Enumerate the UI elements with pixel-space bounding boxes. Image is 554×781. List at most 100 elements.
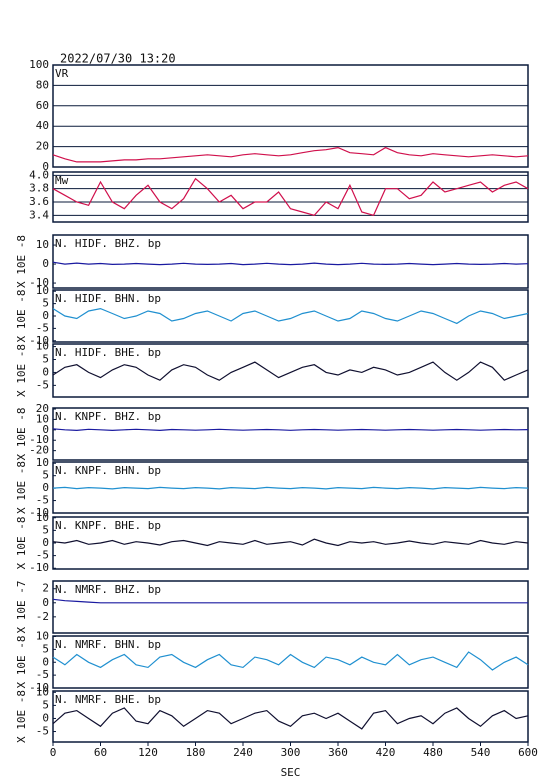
x-tick-label: 360 [328, 746, 348, 759]
y-tick-label: 0 [42, 365, 49, 378]
timestamp: 2022/07/30 13:20 [60, 52, 176, 66]
waveform [52, 261, 529, 266]
waveform [52, 486, 529, 490]
x-tick-label: 420 [376, 746, 396, 759]
y-axis-label: X 10E -8 [15, 408, 28, 461]
y-tick-label: 10 [36, 238, 49, 251]
x-tick-label: 600 [518, 746, 538, 759]
panel-label: N. KNPF. BHN. bp [55, 464, 161, 477]
y-tick-label: -2 [36, 610, 49, 623]
y-tick-label: 5 [42, 642, 49, 655]
y-tick-label: 60 [36, 99, 49, 112]
x-axis-label: SEC [281, 766, 301, 779]
y-axis-label: X 10E -8 [15, 290, 28, 343]
y-tick-label: 2 [42, 582, 49, 595]
y-axis-label: X 10E -8 [15, 344, 28, 397]
x-tick-label: 480 [423, 746, 443, 759]
y-axis-label: X 10E -8 [15, 517, 28, 570]
panel-label: Mw [55, 174, 69, 187]
y-axis-label: X 10E -7 [15, 581, 28, 634]
y-tick-label: 5 [42, 297, 49, 310]
waveform [52, 707, 529, 730]
y-tick-label: 10 [36, 456, 49, 469]
y-tick-label: 20 [36, 402, 49, 415]
x-tick-label: 540 [471, 746, 491, 759]
waveform [52, 428, 529, 432]
y-tick-label: 0 [42, 536, 49, 549]
waveform [52, 177, 529, 217]
y-tick-label: 3.8 [29, 182, 49, 195]
y-tick-label: 10 [36, 412, 49, 425]
y-tick-label: -5 [36, 321, 49, 334]
waveform [52, 307, 529, 325]
x-tick-label: 240 [233, 746, 253, 759]
y-tick-label: 0 [42, 655, 49, 668]
x-tick-label: 120 [138, 746, 158, 759]
panel-label: N. KNPF. BHE. bp [55, 519, 161, 532]
y-tick-label: -20 [29, 444, 49, 457]
y-tick-label: 4.0 [29, 168, 49, 181]
waveform [52, 598, 528, 604]
y-tick-label: 20 [36, 140, 49, 153]
y-tick-label: 10 [36, 284, 49, 297]
y-tick-label: -10 [29, 334, 49, 347]
y-tick-label: 3.6 [29, 195, 49, 208]
x-tick-label: 60 [94, 746, 107, 759]
panel-label: N. HIDF. BHZ. bp [55, 237, 161, 250]
panel-label: N. KNPF. BHZ. bp [55, 410, 161, 423]
panel-label: N. HIDF. BHE. bp [55, 346, 161, 359]
y-tick-label: 0 [42, 423, 49, 436]
waveform [52, 538, 529, 547]
panel-frame [52, 234, 529, 289]
y-tick-label: 10 [36, 630, 49, 643]
panel-label: N. HIDF. BHN. bp [55, 292, 161, 305]
y-tick-label: 10 [36, 340, 49, 353]
y-tick-label: -5 [36, 378, 49, 391]
y-tick-label: 5 [42, 353, 49, 366]
y-tick-label: 0 [42, 711, 49, 724]
y-tick-label: -5 [36, 494, 49, 507]
panel-frame [52, 407, 529, 461]
panel-label: N. NMRF. BHE. bp [55, 693, 161, 706]
y-axis-label: X 10E -8 [15, 461, 28, 514]
y-tick-label: 5 [42, 469, 49, 482]
y-tick-label: -5 [36, 668, 49, 681]
y-axis-label: X 10E -8 [15, 636, 28, 689]
y-tick-label: -10 [29, 433, 49, 446]
y-tick-label: 0 [42, 596, 49, 609]
y-tick-label: -10 [29, 506, 49, 519]
panel-label: N. NMRF. BHZ. bp [55, 583, 161, 596]
y-tick-label: 100 [29, 58, 49, 71]
panel-frame [52, 64, 529, 168]
y-axis-label: X 10E -8 [15, 690, 28, 743]
x-tick-label: 300 [281, 746, 301, 759]
waveform [52, 361, 529, 381]
y-tick-label: 3.4 [29, 208, 49, 221]
y-tick-label: 10 [36, 685, 49, 698]
y-tick-label: 0 [42, 309, 49, 322]
panel-frame [52, 580, 529, 634]
y-tick-label: -5 [36, 725, 49, 738]
y-tick-label: 40 [36, 119, 49, 132]
y-tick-label: 5 [42, 523, 49, 536]
y-tick-label: 80 [36, 78, 49, 91]
y-axis-label: X 10E -8 [15, 235, 28, 288]
y-tick-label: -5 [36, 549, 49, 562]
x-tick-label: 0 [50, 746, 57, 759]
x-tick-label: 180 [186, 746, 206, 759]
y-tick-label: 0 [42, 481, 49, 494]
y-tick-label: -10 [29, 276, 49, 289]
y-tick-label: 0 [42, 257, 49, 270]
panel-frame [52, 171, 529, 223]
y-tick-label: 10 [36, 511, 49, 524]
panel-label: N. NMRF. BHN. bp [55, 638, 161, 651]
y-tick-label: 5 [42, 698, 49, 711]
waveform [52, 651, 529, 671]
waveform [52, 146, 529, 163]
panel-label: VR [55, 67, 69, 80]
y-tick-label: 0 [42, 160, 49, 173]
y-tick-label: -10 [29, 561, 49, 574]
y-tick-label: -10 [29, 681, 49, 694]
